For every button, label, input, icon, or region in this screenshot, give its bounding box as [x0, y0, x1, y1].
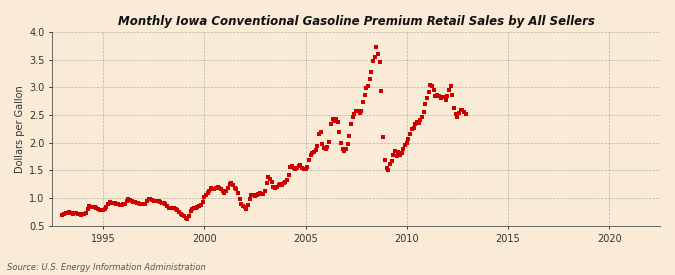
Title: Monthly Iowa Conventional Gasoline Premium Retail Sales by All Sellers: Monthly Iowa Conventional Gasoline Premi…	[117, 15, 595, 28]
Y-axis label: Dollars per Gallon: Dollars per Gallon	[15, 85, 25, 173]
Text: Source: U.S. Energy Information Administration: Source: U.S. Energy Information Administ…	[7, 263, 205, 272]
